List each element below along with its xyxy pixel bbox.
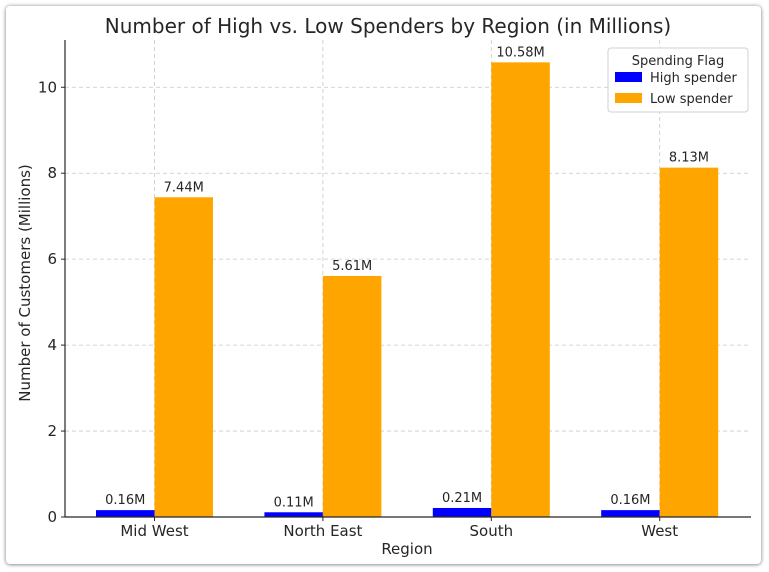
bar-low-spender-north-east [322, 275, 382, 517]
y-tick-label: 6 [47, 250, 57, 268]
data-label-high-spender-south: 0.21M [442, 491, 482, 506]
y-tick-label: 0 [47, 508, 57, 526]
y-tick-label: 4 [47, 336, 57, 354]
x-tick-label-north-east: North East [283, 522, 362, 540]
y-tick-label: 2 [47, 422, 57, 440]
bar-high-spender-west [601, 510, 660, 517]
data-label-low-spender-south: 10.58M [496, 45, 544, 60]
bar-high-spender-mid-west [96, 510, 155, 517]
legend: Spending Flag High spender Low spender [607, 47, 749, 113]
legend-swatch-low-spender [615, 93, 642, 103]
data-label-low-spender-west: 8.13M [669, 151, 709, 166]
data-label-high-spender-north-east: 0.11M [274, 495, 314, 510]
x-axis-label: Region [381, 540, 432, 558]
data-label-low-spender-north-east: 5.61M [332, 259, 372, 274]
bars [96, 62, 719, 518]
legend-label-low-spender: Low spender [650, 92, 733, 107]
bar-high-spender-north-east [264, 512, 323, 517]
bar-high-spender-south [432, 507, 492, 517]
chart-frame: 0.16M 0.11M 0.21M 0.16M 7.44M 5.61M 10.58M 8.13… [6, 6, 761, 564]
axes: 0 2 4 6 8 10 Mid West North East South West [38, 40, 751, 540]
data-label-high-spender-west: 0.16M [610, 493, 650, 508]
data-labels: 0.16M 0.11M 0.21M 0.16M 7.44M 5.61M 10.58M 8.13… [105, 45, 709, 510]
bar-chart: 0.16M 0.11M 0.21M 0.16M 7.44M 5.61M 10.58M 8.13… [16, 14, 751, 558]
x-tick-label-south: South [470, 522, 514, 540]
legend-title: Spending Flag [632, 54, 725, 69]
legend-swatch-high-spender [615, 72, 642, 82]
x-tick-label-mid-west: Mid West [120, 522, 188, 540]
y-axis-label: Number of Customers (Millions) [16, 164, 34, 402]
x-tick-label-west: West [641, 522, 678, 540]
bar-low-spender-mid-west [154, 197, 213, 518]
bar-low-spender-west [659, 167, 719, 517]
data-label-low-spender-mid-west: 7.44M [164, 180, 204, 195]
legend-label-high-spender: High spender [650, 71, 738, 86]
data-label-high-spender-mid-west: 0.16M [105, 493, 145, 508]
chart-title: Number of High vs. Low Spenders by Regio… [105, 14, 671, 38]
bar-low-spender-south [491, 62, 550, 517]
legend-box [607, 47, 749, 113]
y-tick-label: 8 [47, 164, 57, 182]
y-tick-label: 10 [38, 78, 57, 96]
